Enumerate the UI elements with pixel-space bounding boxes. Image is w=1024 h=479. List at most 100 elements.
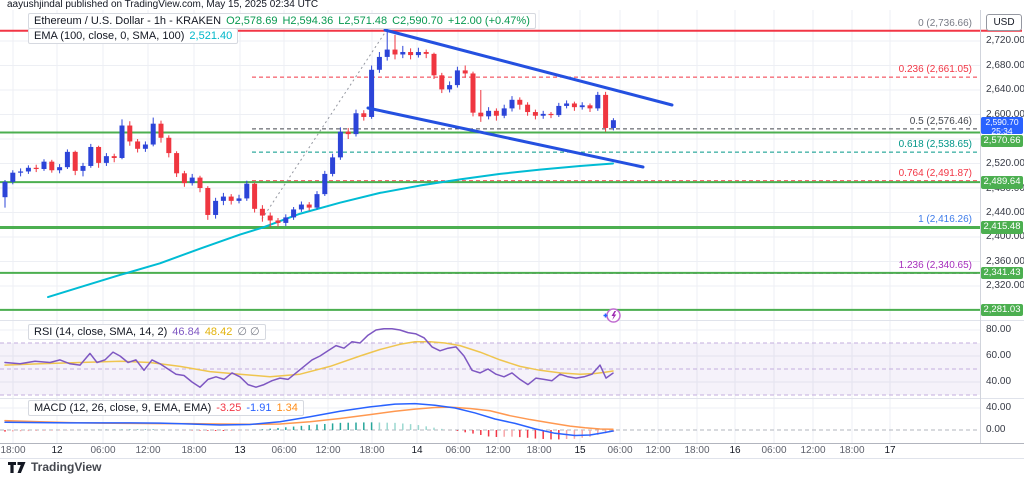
price-axis-label: 2,360.00 <box>986 255 1024 267</box>
time-axis-label: 06:00 <box>445 445 471 456</box>
candle-body <box>33 167 39 170</box>
candle-body <box>447 85 453 90</box>
ema-line <box>47 162 614 299</box>
candle-body <box>158 123 164 138</box>
macd-hist-value: -3.25 <box>216 402 242 414</box>
candle-body <box>25 167 31 172</box>
candle-body <box>259 208 265 216</box>
fib-level-label: 0.236 (2,661.05) <box>898 64 972 76</box>
symbol-legend[interactable]: Ethereum / U.S. Dollar - 1h - KRAKEN O2,… <box>28 13 536 29</box>
trendline[interactable] <box>366 106 645 169</box>
candle-body <box>88 146 94 166</box>
candle-body <box>610 120 616 128</box>
currency-toggle-button[interactable]: USD <box>986 14 1022 31</box>
time-axis-label: 15 <box>574 445 586 456</box>
fib-level-label: 0 (2,736.66) <box>918 17 972 29</box>
price-change: +12.00 (+0.47%) <box>447 15 530 27</box>
candle-body <box>595 94 601 109</box>
candle-body <box>408 52 414 56</box>
price-level-badge: 2,281.03 <box>981 303 1023 317</box>
candle-body <box>220 196 226 201</box>
time-axis-label: 06:00 <box>271 445 297 456</box>
chart-canvas[interactable] <box>0 0 1024 459</box>
time-axis-label: 12:00 <box>315 445 341 456</box>
candle-body <box>548 113 554 116</box>
candle-body <box>376 56 382 70</box>
candle-body <box>431 53 437 76</box>
ema-legend[interactable]: EMA (100, close, 0, SMA, 100) 2,521.40 <box>28 28 239 44</box>
candle-body <box>478 112 484 117</box>
candle-body <box>18 171 24 173</box>
candle-body <box>400 52 406 55</box>
candle-body <box>298 204 304 210</box>
time-axis-label: 13 <box>234 445 246 456</box>
time-axis-label: 18:00 <box>181 445 207 456</box>
time-axis-label: 18:00 <box>526 445 552 456</box>
time-axis-label: 14 <box>411 445 423 456</box>
candle-body <box>228 196 234 201</box>
time-axis-label: 06:00 <box>90 445 116 456</box>
candle-body <box>166 137 172 154</box>
attribution-text: aayushjindal published on TradingView.co… <box>7 0 319 10</box>
price-axis-label: 2,640.00 <box>986 84 1024 95</box>
lightning-bolt-icon <box>611 311 617 320</box>
price-axis-label: 2,480.00 <box>986 183 1024 194</box>
tradingview-logo[interactable]: TradingView <box>8 460 101 474</box>
candle-body <box>392 49 398 55</box>
candle-body <box>236 198 242 201</box>
candle-body <box>462 70 468 74</box>
ema-value: 2,521.40 <box>189 30 233 42</box>
candle-body <box>96 146 102 163</box>
candle-body <box>486 110 492 117</box>
candle-body <box>369 69 375 117</box>
candle-body <box>353 113 359 135</box>
candle-body <box>205 188 211 215</box>
macd-legend[interactable]: MACD (12, 26, close, 9, EMA, EMA) -3.25 … <box>28 400 304 416</box>
candle-body <box>361 113 367 117</box>
candle-body <box>64 151 70 168</box>
price-level-badge: 2,570.66 <box>981 134 1023 147</box>
fib-level-label: 1.236 (2,340.65) <box>898 260 972 272</box>
candle-body <box>283 217 289 223</box>
candle-body <box>532 112 538 116</box>
candle-body <box>345 131 351 135</box>
price-axis-label: 2,520.00 <box>986 157 1024 169</box>
time-axis-label: 12 <box>51 445 63 456</box>
candle-body <box>322 173 328 195</box>
candle-body <box>415 52 421 56</box>
candle-body <box>252 183 258 209</box>
candle-body <box>135 141 141 149</box>
candle-body <box>291 209 297 218</box>
time-axis-label: 16 <box>729 445 741 456</box>
fib-level-label: 0.618 (2,538.65) <box>898 139 972 151</box>
rsi-value: 46.84 <box>172 326 200 338</box>
candle-body <box>525 104 531 113</box>
candle-body <box>127 125 133 142</box>
candle-body <box>181 173 187 184</box>
price-axis-label: 2,320.00 <box>986 280 1024 291</box>
rsi-line <box>4 327 614 388</box>
candle-body <box>111 156 117 158</box>
macd-value: -1.91 <box>246 402 272 414</box>
time-axis-label: 12:00 <box>800 445 826 456</box>
macd-line <box>4 402 614 437</box>
candle-body <box>330 157 336 174</box>
time-axis-label: 18:00 <box>684 445 710 456</box>
time-axis-label: 18:00 <box>839 445 865 456</box>
rsi-sma-value: 48.42 <box>204 326 233 338</box>
candle-body <box>213 200 219 215</box>
candle-body <box>314 194 320 208</box>
time-axis-label: 12:00 <box>645 445 671 456</box>
rsi-legend[interactable]: RSI (14, close, SMA, 14, 2) 46.84 48.42 … <box>28 324 266 340</box>
candle-body <box>244 183 250 199</box>
trendline[interactable] <box>383 28 674 107</box>
price-axis-label: 2,600.00 <box>986 108 1024 120</box>
macd-signal-value: 1.34 <box>276 402 298 414</box>
candle-body <box>119 125 125 158</box>
time-axis-label: 17 <box>884 445 896 456</box>
price-axis-label: 2,680.00 <box>986 59 1024 71</box>
candle-body <box>517 99 523 105</box>
candle-body <box>103 156 109 163</box>
candle-body <box>306 204 312 208</box>
